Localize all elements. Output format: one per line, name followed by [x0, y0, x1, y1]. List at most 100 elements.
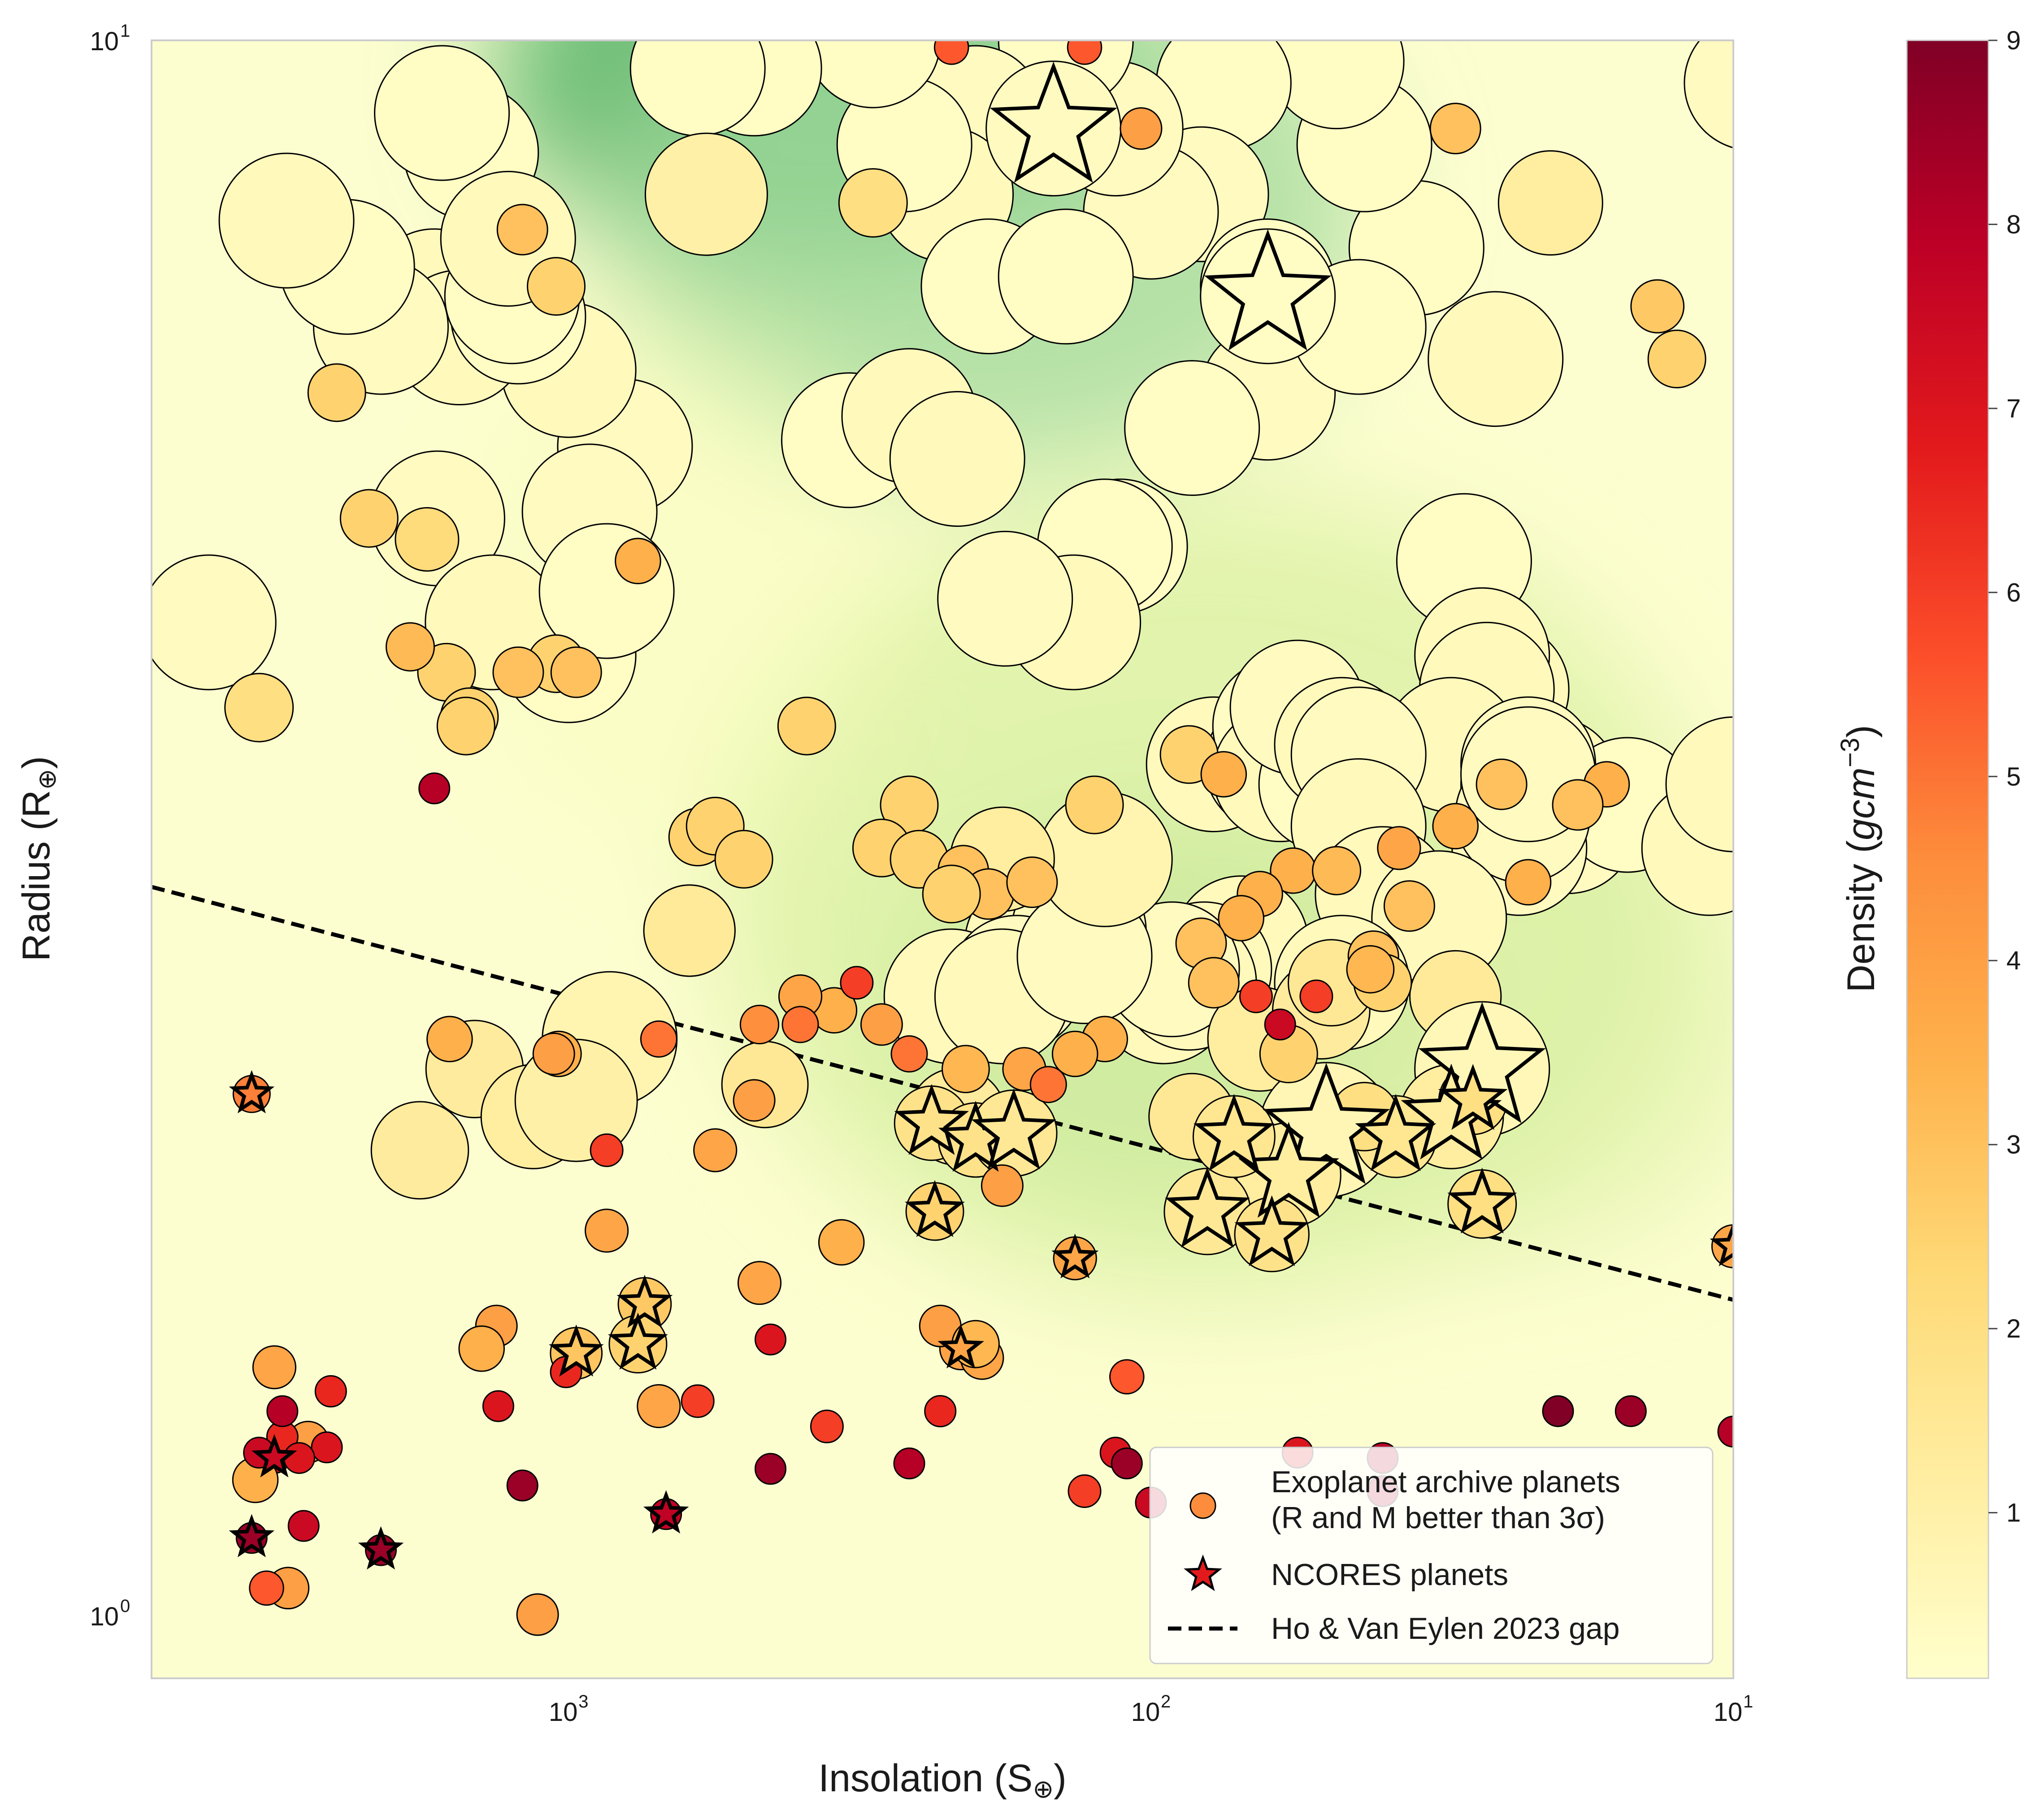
x-tick-label: 10 — [1714, 1698, 1743, 1727]
archive-planet-point — [1346, 945, 1395, 994]
archive-planet-point — [1111, 1447, 1143, 1480]
archive-planet-point — [998, 208, 1134, 345]
archive-planet-point — [496, 204, 548, 256]
x-tick-exponent: 3 — [578, 1692, 588, 1711]
archive-planet-point — [637, 1384, 681, 1429]
colorbar-tick-label: 1 — [2006, 1499, 2021, 1528]
archive-planet-point — [1109, 1359, 1145, 1394]
archive-planet-point — [527, 257, 586, 316]
archive-planet-point — [550, 646, 602, 698]
archive-planet-point — [1068, 1474, 1102, 1508]
archive-planet-point — [1665, 716, 1733, 852]
archive-planet-point — [1312, 846, 1362, 895]
ncores-star-marker — [229, 1070, 275, 1114]
y-tick-label-1: 10 — [90, 1602, 119, 1631]
legend-gap-label: Ho & Van Eylen 2023 gap — [1271, 1612, 1620, 1646]
archive-planet-point — [1120, 107, 1163, 150]
ncores-star-marker — [643, 1490, 689, 1534]
colorbar-tick-label: 8 — [2006, 210, 2021, 239]
archive-planet-point — [714, 830, 773, 889]
ncores-star-marker — [1193, 1094, 1275, 1171]
archive-planet-point — [810, 1409, 844, 1443]
x-tick-labels: 10 3 10 2 10 1 — [549, 1692, 1753, 1727]
ncores-star-marker — [1204, 229, 1332, 351]
archive-planet-point — [1051, 1030, 1098, 1077]
archive-planet-point — [755, 1453, 786, 1485]
archive-planet-point — [1188, 957, 1240, 1009]
ncores-star-marker — [608, 1312, 668, 1370]
archive-planet-point — [818, 1219, 865, 1266]
y-tick-exp-1: 0 — [120, 1596, 130, 1616]
archive-planet-point — [314, 1375, 347, 1407]
archive-planet-point — [532, 1032, 575, 1075]
ncores-star-marker — [1438, 1064, 1508, 1130]
archive-planet-point — [1684, 40, 1733, 149]
archive-planet-point — [1264, 1008, 1296, 1041]
archive-planet-point — [777, 696, 836, 756]
archive-planet-point — [590, 1133, 624, 1167]
archive-planet-point — [1065, 775, 1124, 834]
archive-planet-point — [1377, 826, 1421, 870]
archive-planet-point — [1299, 979, 1333, 1013]
archive-planet-point — [681, 1384, 715, 1418]
archive-planet-point — [1630, 279, 1685, 334]
legend-box — [1149, 1446, 1714, 1664]
archive-planet-point — [629, 40, 766, 137]
colorbar-tick-label: 2 — [2006, 1314, 2021, 1343]
archive-planet-point — [1615, 1395, 1647, 1427]
archive-planet-point — [840, 966, 874, 1000]
archive-planet-point — [370, 1101, 469, 1200]
colorbar-tick-label: 3 — [2006, 1130, 2021, 1160]
archive-planet-point — [339, 489, 399, 548]
colorbar-bar — [1906, 39, 1989, 1679]
ncores-star-marker — [1234, 1195, 1309, 1266]
x-axis-label: Insolation (S⊕) — [818, 1757, 1067, 1803]
y-tick-exp-10: 1 — [120, 21, 130, 41]
archive-planet-point — [482, 1390, 514, 1422]
archive-planet-point — [249, 1570, 284, 1606]
ncores-star-marker — [1051, 1234, 1099, 1278]
ncores-star-marker — [1165, 1167, 1250, 1248]
archive-planet-point — [1067, 40, 1102, 65]
archive-planet-point — [1218, 895, 1264, 942]
colorbar-tick-label: 5 — [2006, 762, 2021, 791]
archive-planet-point — [922, 864, 981, 924]
archive-planet-point — [1432, 803, 1479, 850]
archive-planet-point — [893, 1447, 925, 1480]
archive-planet-point — [395, 507, 460, 572]
ncores-star-marker — [1262, 1063, 1390, 1184]
archive-planet-point — [937, 530, 1073, 667]
archive-planet-point — [418, 772, 451, 804]
archive-planet-point — [924, 1395, 957, 1428]
archive-planet-point — [737, 1261, 782, 1305]
archive-planet-point — [1542, 1395, 1574, 1427]
colorbar-ticks: 1 2 3 4 5 6 7 8 9 — [1988, 26, 2021, 1528]
colorbar-tick-label: 9 — [2006, 26, 2021, 55]
archive-planet-point — [1647, 330, 1706, 389]
archive-planet-point — [492, 646, 544, 698]
archive-planet-point — [1505, 859, 1552, 906]
colorbar: 1 2 3 4 5 6 7 8 9 Density (gcm−3) — [1836, 26, 2021, 1679]
legend-ncores-label: NCORES planets — [1271, 1558, 1508, 1592]
archive-planet-point — [781, 1006, 819, 1043]
x-tick-label: 10 — [549, 1698, 578, 1727]
archive-planet-point — [426, 1016, 473, 1063]
ncores-star-marker — [616, 1274, 673, 1328]
ncores-star-marker — [905, 1180, 965, 1237]
ncores-star-marker — [894, 1084, 969, 1155]
colorbar-label: Density (gcm−3) — [1836, 725, 1883, 993]
archive-planet-point — [506, 1469, 538, 1502]
archive-planet-point — [644, 132, 768, 256]
x-tick-exponent: 2 — [1161, 1692, 1171, 1711]
archive-planet-point — [1552, 779, 1604, 831]
archive-planet-point — [805, 40, 941, 109]
archive-planet-point — [252, 1345, 297, 1390]
archive-planet-point — [1497, 150, 1603, 256]
ncores-star-marker — [549, 1324, 604, 1377]
archive-planet-point — [1124, 360, 1260, 496]
archive-planet-point — [890, 1035, 928, 1073]
archive-planet-point — [152, 554, 277, 691]
data-points — [152, 40, 1733, 1636]
archive-planet-point — [981, 1164, 1024, 1207]
